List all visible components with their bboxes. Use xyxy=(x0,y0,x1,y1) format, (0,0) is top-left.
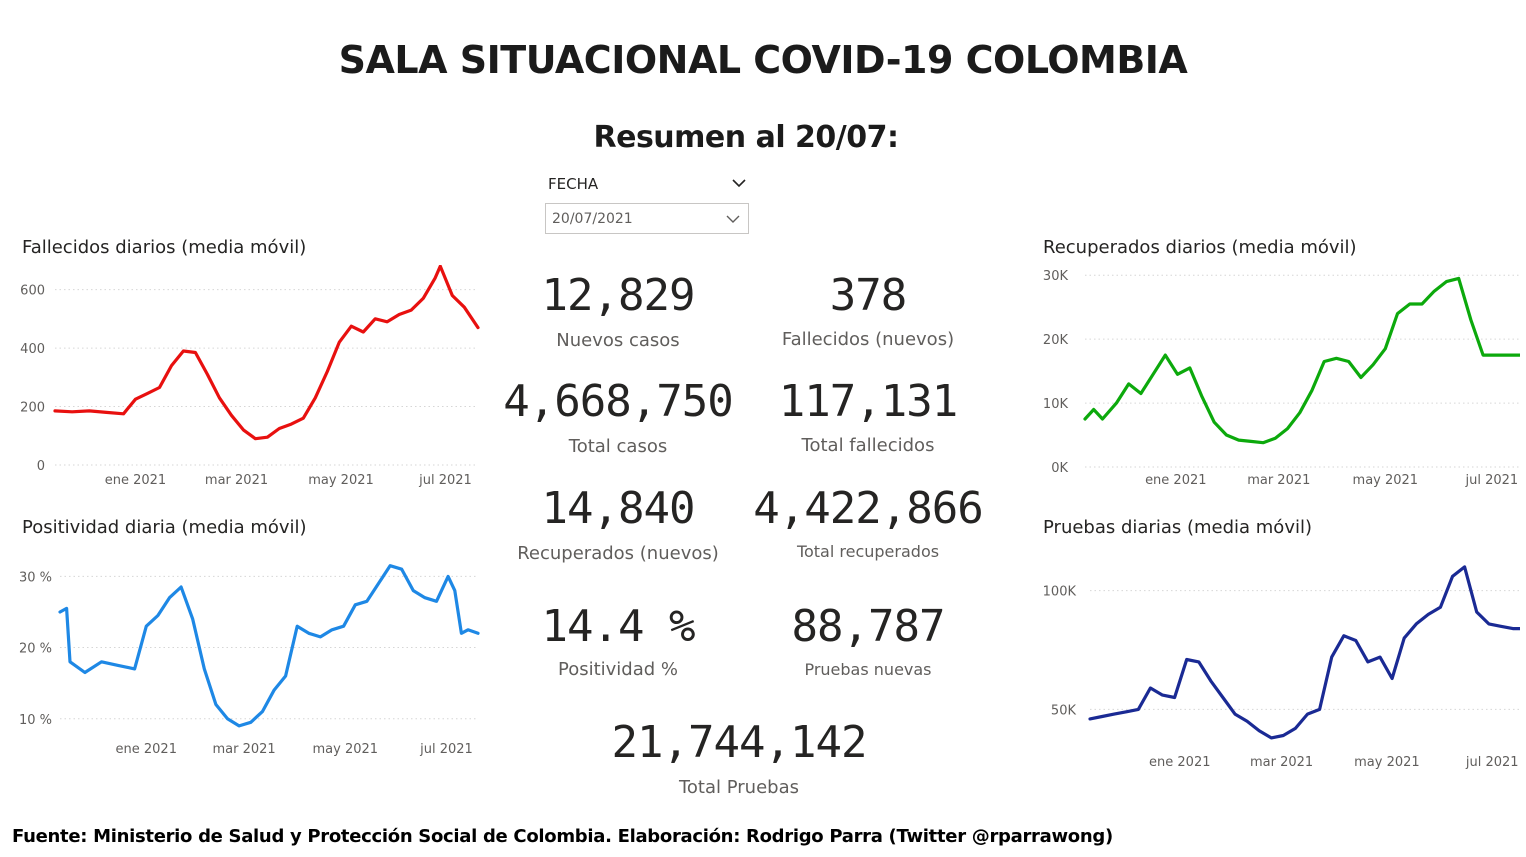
x-tick-label: jul 2021 xyxy=(419,742,473,757)
x-tick-label: jul 2021 xyxy=(1464,473,1518,488)
y-tick-label: 30K xyxy=(1043,269,1069,284)
chart-title-positividad: Positividad diaria (media móvil) xyxy=(22,517,307,538)
chart-title-recuperados: Recuperados diarios (media móvil) xyxy=(1043,237,1357,258)
y-tick-label: 100K xyxy=(1043,585,1077,600)
x-tick-label: jul 2021 xyxy=(1465,755,1519,770)
page-title: SALA SITUACIONAL COVID-19 COLOMBIA xyxy=(338,38,1188,82)
kpi-pruebas-nuevas-value: 88,787 xyxy=(791,601,946,652)
kpi-total-pruebas-label: Total Pruebas xyxy=(678,777,799,798)
chevron-down-icon xyxy=(726,215,740,223)
kpi-fallecidos-nuevos-label: Fallecidos (nuevos) xyxy=(781,329,955,350)
line-chart-recuperados: 0K 10K 20K 30K ene 2021 mar 2021 may 2021 jul 2… xyxy=(1043,269,1520,488)
y-tick-label: 20 % xyxy=(19,642,52,657)
kpi-nuevos-casos-value: 12,829 xyxy=(541,270,696,321)
x-tick-label: ene 2021 xyxy=(105,473,166,488)
kpi-fallecidos-nuevos-value: 378 xyxy=(829,270,907,321)
summary-heading: Resumen al 20/07: xyxy=(593,120,900,155)
series-line-fallecidos xyxy=(53,265,480,441)
kpi-nuevos-casos-label: Nuevos casos xyxy=(556,330,680,351)
x-tick-label: ene 2021 xyxy=(1145,473,1206,488)
x-tick-label: may 2021 xyxy=(313,742,379,757)
x-tick-label: mar 2021 xyxy=(213,742,276,757)
y-tick-label: 10 % xyxy=(19,713,52,728)
y-tick-label: 200 xyxy=(20,401,45,416)
x-tick-label: mar 2021 xyxy=(1250,755,1313,770)
x-tick-label: mar 2021 xyxy=(205,473,268,488)
kpi-positividad-label: Positividad % xyxy=(557,659,679,680)
y-tick-label: 20K xyxy=(1043,333,1069,348)
kpi-total-casos-label: Total casos xyxy=(568,436,668,457)
series-line-pruebas xyxy=(1088,565,1520,740)
chart-title-pruebas: Pruebas diarias (media móvil) xyxy=(1043,517,1312,538)
kpi-total-casos-value: 4,668,750 xyxy=(503,376,733,427)
line-chart-positividad: 10 % 20 % 30 % ene 2021 mar 2021 may 2021 jul … xyxy=(19,564,480,757)
y-tick-label: 10K xyxy=(1043,397,1069,412)
series-line-recuperados xyxy=(1083,276,1520,445)
x-tick-label: may 2021 xyxy=(1353,473,1419,488)
kpi-total-fallecidos-value: 117,131 xyxy=(778,376,958,427)
y-tick-label: 400 xyxy=(20,342,45,357)
x-tick-label: mar 2021 xyxy=(1247,473,1310,488)
kpi-recuperados-nuevos-label: Recuperados (nuevos) xyxy=(517,543,719,564)
chart-title-fallecidos: Fallecidos diarios (media móvil) xyxy=(22,237,307,258)
y-tick-label: 50K xyxy=(1051,703,1077,718)
x-tick-label: may 2021 xyxy=(308,473,374,488)
kpi-total-fallecidos-label: Total fallecidos xyxy=(801,435,935,456)
source-footer: Fuente: Ministerio de Salud y Protección… xyxy=(12,826,1113,847)
y-tick-label: 0K xyxy=(1051,461,1068,476)
date-dropdown[interactable]: 20/07/2021 xyxy=(545,203,749,234)
kpi-positividad-value: 14.4 % xyxy=(541,601,696,652)
kpi-recuperados-nuevos-value: 14,840 xyxy=(541,483,696,534)
y-tick-label: 30 % xyxy=(19,570,52,585)
x-tick-label: ene 2021 xyxy=(116,742,177,757)
line-chart-fallecidos: 0 200 400 600 ene 2021 mar 2021 may 2021 jul 20… xyxy=(20,265,480,488)
y-tick-label: 0 xyxy=(37,459,45,474)
kpi-pruebas-nuevas-label: Pruebas nuevas xyxy=(804,660,932,679)
date-slicer-label: FECHA xyxy=(548,175,599,193)
x-tick-label: jul 2021 xyxy=(418,473,472,488)
chevron-down-icon[interactable] xyxy=(730,176,748,190)
date-dropdown-value: 20/07/2021 xyxy=(552,211,633,227)
kpi-total-pruebas-value: 21,744,142 xyxy=(611,717,868,768)
y-tick-label: 600 xyxy=(20,284,45,299)
series-line-positividad xyxy=(58,564,480,728)
kpi-total-recuperados-label: Total recuperados xyxy=(796,542,940,561)
kpi-total-recuperados-value: 4,422,866 xyxy=(753,483,983,534)
x-tick-label: may 2021 xyxy=(1354,755,1420,770)
x-tick-label: ene 2021 xyxy=(1149,755,1210,770)
line-chart-pruebas: 50K 100K ene 2021 mar 2021 may 2021 jul 2021 xyxy=(1043,565,1520,770)
